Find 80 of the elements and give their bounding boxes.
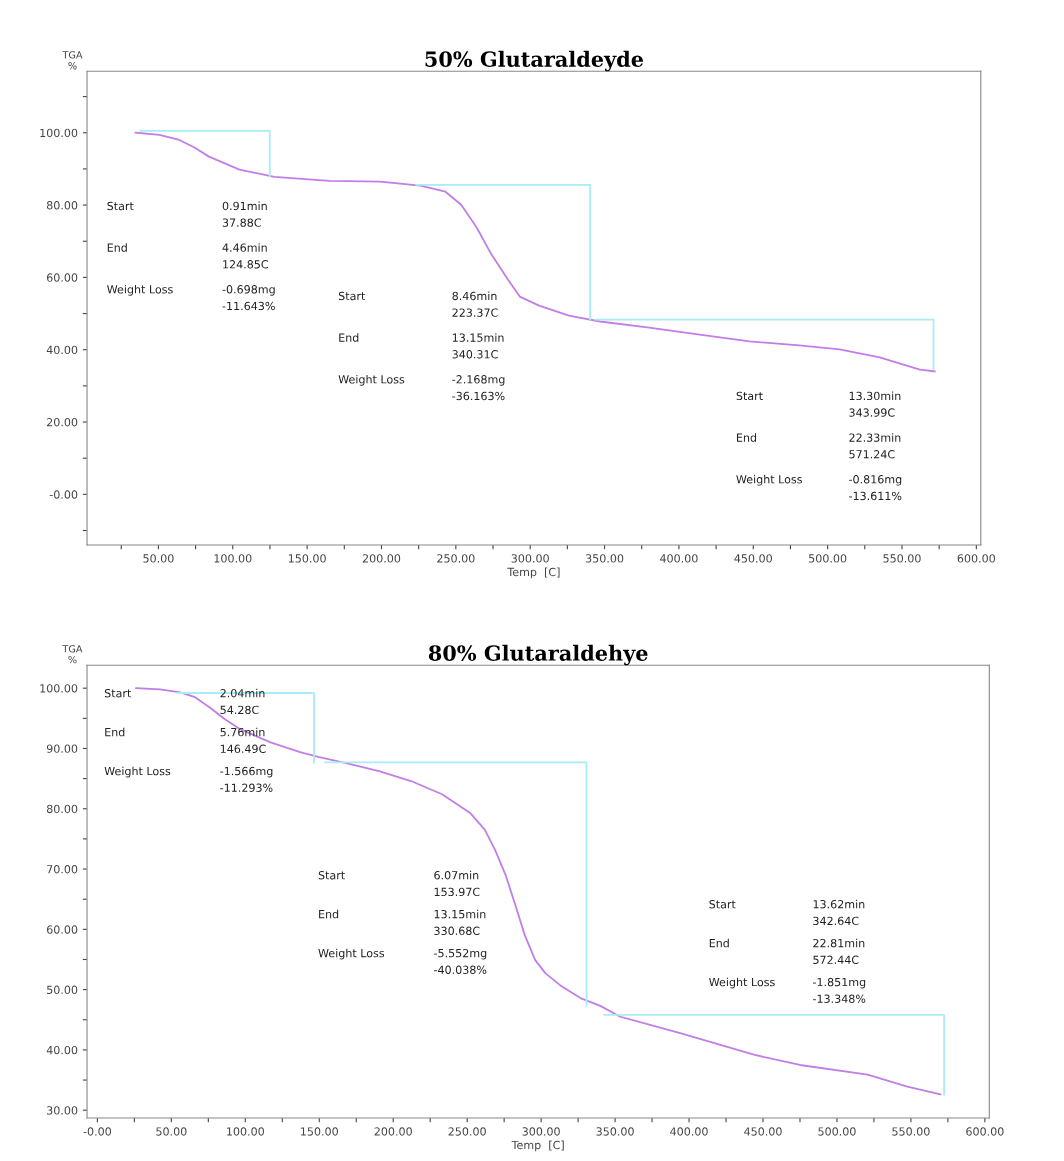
x-tick-label: 200.00 [374, 1127, 412, 1136]
y-tick-label: 30.00 [47, 1106, 78, 1115]
x-tick-label: 250.00 [448, 1127, 486, 1136]
annotation: 22.33min 571.24C [849, 433, 901, 459]
chart-title: 50% Glutaraldeyde [425, 50, 644, 72]
annotation: 0.91min 37.88C [222, 201, 267, 227]
x-tick-label: 500.00 [818, 1127, 856, 1136]
y-tick-label: 40.00 [46, 1045, 78, 1055]
annotation: Weight Loss [318, 948, 385, 960]
annotation: -1.851mg -13.348% [813, 977, 866, 1003]
x-tick-label: 350.00 [596, 1127, 634, 1136]
x-tick-label: 50.00 [143, 554, 174, 563]
annotation: 4.46min 124.85C [222, 243, 269, 269]
annotation: Weight Loss [104, 766, 171, 778]
x-axis-title: Temp [C] [507, 567, 560, 579]
annotation: 8.46min 223.37C [452, 291, 498, 317]
x-axis-title: Temp [C] [511, 1140, 564, 1152]
y-tick-label: -0.00 [49, 490, 78, 499]
annotation: End [737, 433, 757, 442]
annotation: Start [338, 291, 366, 301]
annotation: Weight Loss [107, 284, 173, 296]
annotation: 6.07min 153.97C [434, 870, 480, 897]
annotation: 13.15min 330.68C [434, 909, 486, 936]
x-tick-label: 550.00 [883, 554, 921, 563]
x-tick-label: 150.00 [301, 1127, 338, 1136]
x-tick-label: 450.00 [744, 1127, 782, 1136]
x-tick-label: -0.00 [83, 1127, 112, 1136]
annotation: End [107, 243, 127, 252]
x-tick-label: 500.00 [809, 554, 847, 563]
x-tick-label: 550.00 [892, 1127, 930, 1136]
annotation: Weight Loss [338, 374, 405, 386]
annotation: Weight Loss [709, 977, 775, 989]
y-tick-label: 60.00 [46, 925, 78, 934]
annotation: Weight Loss [736, 474, 802, 486]
annotation: -0.698mg -11.643% [222, 285, 275, 311]
x-tick-label: 300.00 [522, 1127, 560, 1136]
annotation: 13.15min 340.31C [452, 333, 504, 359]
annotation: End [709, 938, 729, 948]
x-tick-label: 350.00 [585, 554, 624, 563]
annotation: Start [709, 899, 736, 909]
x-tick-label: 100.00 [227, 1127, 264, 1136]
y-tick-label: 80.00 [46, 804, 78, 814]
annotation: End [319, 909, 339, 919]
y-tick-label: 80.00 [46, 201, 78, 210]
annotation: 13.30min 343.99C [849, 391, 901, 417]
annotation: -0.816mg -13.611% [849, 475, 902, 501]
y-axis-title: TGA % [62, 51, 83, 70]
y-tick-label: 50.00 [47, 985, 78, 994]
y-tick-label: 100.00 [40, 684, 78, 693]
annotation: Start [318, 871, 345, 880]
x-tick-label: 150.00 [288, 554, 326, 563]
y-tick-label: 40.00 [46, 345, 78, 355]
annotation: End [339, 333, 359, 342]
y-tick-label: 20.00 [47, 418, 78, 427]
annotation: Start [736, 391, 763, 401]
x-tick-label: 600.00 [966, 1127, 1004, 1136]
y-tick-label: 100.00 [40, 128, 78, 138]
y-tick-label: 90.00 [46, 744, 78, 753]
x-tick-label: 100.00 [214, 554, 252, 563]
annotation: Start [107, 201, 134, 211]
annotation: End [105, 727, 125, 737]
annotation: Start [104, 688, 132, 698]
y-tick-label: 60.00 [46, 273, 78, 282]
x-tick-label: 50.00 [156, 1127, 187, 1136]
y-axis-title: TGA % [62, 645, 83, 664]
x-tick-label: 450.00 [734, 554, 772, 563]
x-tick-label: 400.00 [670, 1127, 708, 1136]
x-tick-label: 400.00 [660, 554, 698, 563]
annotation: 22.81min 572.44C [813, 938, 865, 964]
x-tick-label: 600.00 [957, 554, 996, 563]
chart-title: 80% Glutaraldehye [428, 644, 648, 666]
annotation: -2.168mg -36.163% [452, 375, 505, 401]
annotation: 2.04min 54.28C [220, 688, 265, 715]
x-tick-label: 250.00 [437, 554, 475, 563]
x-tick-label: 300.00 [511, 554, 549, 563]
annotation: -1.566mg -11.293% [220, 766, 273, 792]
annotation: 13.62min 342.64C [813, 899, 865, 926]
y-tick-label: 70.00 [47, 865, 78, 874]
x-tick-label: 200.00 [362, 554, 401, 563]
annotation: -5.552mg -40.038% [434, 948, 487, 974]
